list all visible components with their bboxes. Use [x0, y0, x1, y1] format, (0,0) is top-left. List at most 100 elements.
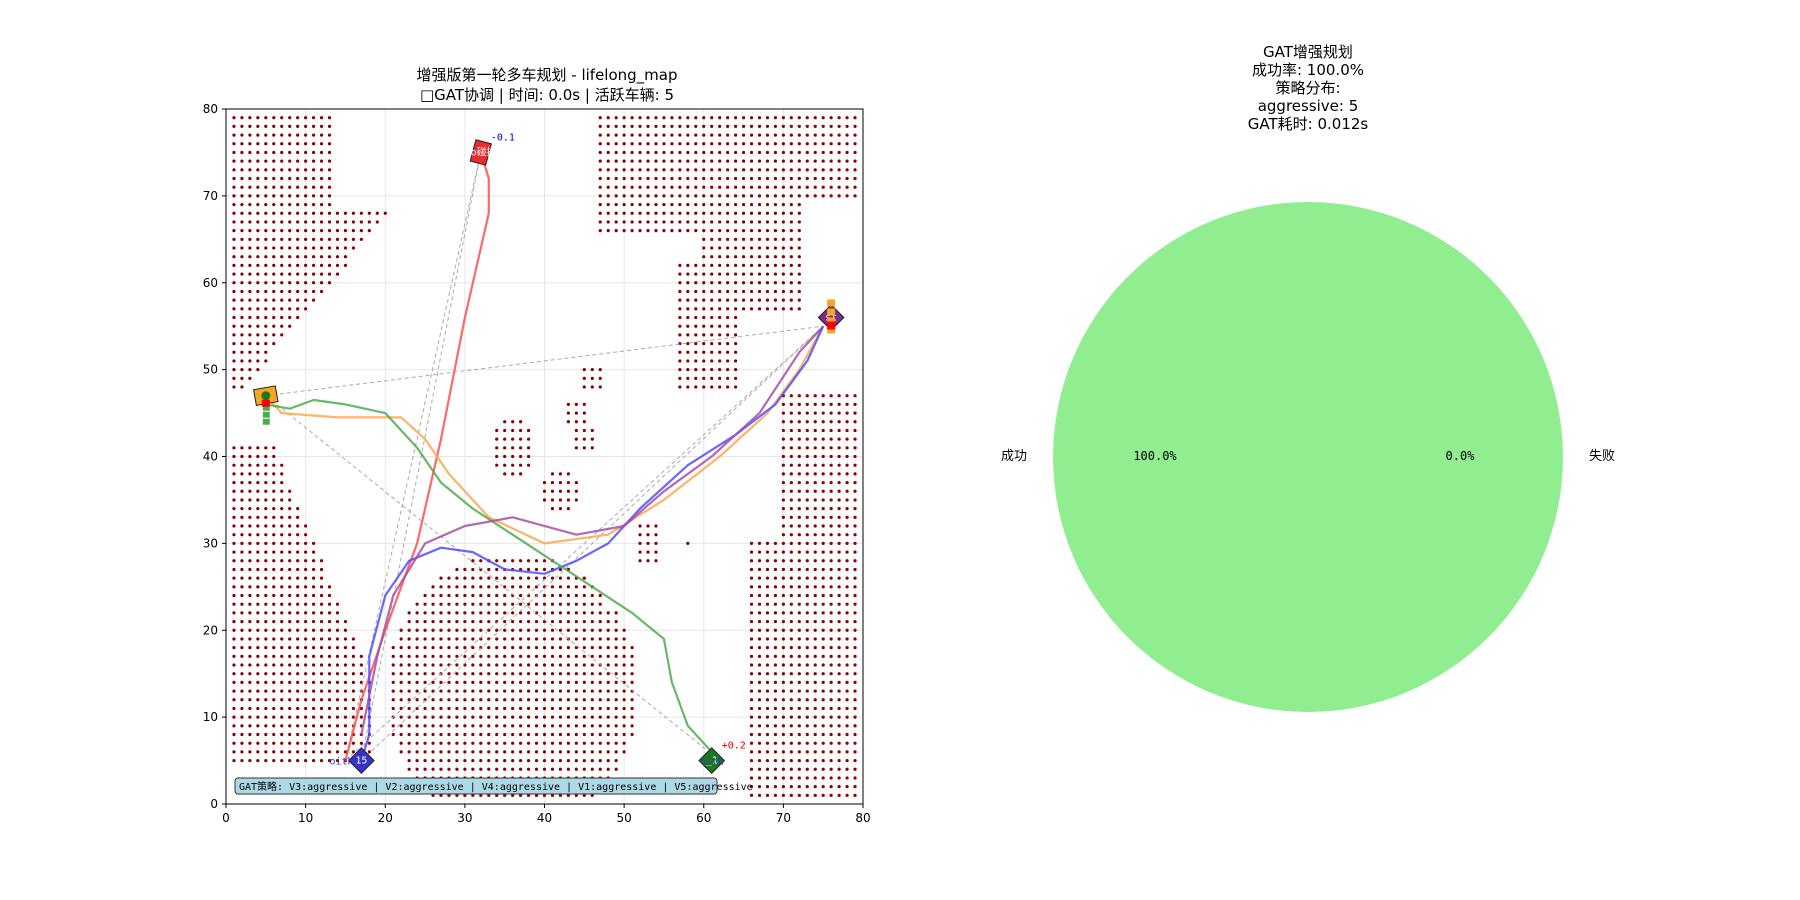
obstacle-dot: [439, 611, 443, 615]
obstacle-dot: [558, 628, 563, 632]
obstacle-dot: [702, 385, 706, 389]
obstacle-dot: [566, 593, 570, 598]
obstacle-dot: [797, 133, 801, 137]
obstacle-dot: [630, 159, 634, 163]
obstacle-dot: [447, 672, 451, 676]
obstacle-dot: [534, 646, 539, 650]
obstacle-dot: [399, 637, 403, 641]
obstacle-dot: [558, 680, 563, 684]
obstacle-dot: [319, 732, 324, 737]
obstacle-dot: [805, 437, 809, 441]
obstacle-dot: [781, 437, 785, 441]
obstacle-dot: [837, 611, 841, 615]
obstacle-dot: [272, 750, 276, 754]
obstacle-dot: [296, 576, 300, 580]
obstacle-dot: [542, 741, 547, 745]
obstacle-dot: [327, 133, 332, 137]
obstacle-dot: [415, 732, 419, 737]
obstacle-dot: [646, 559, 650, 563]
obstacle-dot: [678, 185, 682, 189]
obstacle-dot: [383, 211, 387, 215]
obstacle-dot: [837, 750, 841, 754]
obstacle-dot: [248, 341, 252, 346]
obstacle-dot: [296, 654, 300, 658]
obstacle-dot: [686, 368, 690, 372]
obstacle-dot: [606, 211, 610, 215]
obstacle-dot: [351, 220, 355, 224]
obstacle-dot: [598, 732, 602, 737]
obstacle-dot: [503, 559, 507, 563]
obstacle-dot: [598, 211, 602, 215]
obstacle-dot: [304, 689, 308, 693]
obstacle-dot: [423, 698, 427, 702]
obstacle-dot: [773, 168, 778, 172]
obstacle-dot: [582, 646, 586, 650]
obstacle-dot: [726, 124, 730, 128]
obstacle-dot: [821, 646, 825, 650]
obstacle-dot: [757, 767, 762, 771]
obstacle-dot: [415, 758, 419, 763]
obstacle-dot: [805, 767, 809, 771]
obstacle-dot: [622, 133, 626, 137]
obstacle-dot: [741, 255, 746, 259]
obstacle-dot: [256, 289, 260, 294]
obstacle-dot: [630, 142, 634, 146]
obstacle-dot: [296, 689, 300, 693]
obstacle-dot: [550, 619, 555, 624]
obstacle-dot: [487, 793, 491, 797]
obstacle-dot: [805, 628, 809, 632]
obstacle-dot: [741, 168, 746, 172]
obstacle-dot: [327, 628, 332, 632]
obstacle-dot: [248, 515, 252, 519]
obstacle-dot: [829, 533, 833, 537]
obstacle-dot: [272, 480, 276, 485]
obstacle-dot: [765, 776, 770, 780]
obstacle-dot: [550, 472, 555, 476]
obstacle-dot: [718, 229, 722, 233]
obstacle-dot: [534, 750, 539, 754]
obstacle-dot: [248, 463, 252, 467]
obstacle-dot: [837, 428, 841, 433]
obstacle-dot: [606, 124, 610, 128]
obstacle-dot: [797, 281, 801, 285]
obstacle-dot: [248, 628, 252, 632]
obstacle-dot: [718, 211, 722, 215]
obstacle-dot: [845, 402, 849, 406]
obstacle-dot: [702, 289, 706, 294]
obstacle-dot: [550, 672, 555, 676]
obstacle-dot: [702, 281, 706, 285]
obstacle-dot: [789, 420, 793, 424]
obstacle-dot: [805, 750, 809, 754]
obstacle-dot: [757, 263, 762, 267]
obstacle-dot: [280, 281, 284, 285]
obstacle-dot: [853, 741, 857, 745]
obstacle-dot: [574, 654, 578, 658]
obstacle-dot: [232, 533, 236, 537]
obstacle-dot: [264, 498, 268, 502]
obstacle-dot: [630, 176, 634, 181]
obstacle-dot: [662, 168, 666, 172]
obstacle-dot: [765, 176, 770, 181]
obstacle-dot: [479, 593, 483, 598]
obstacle-dot: [264, 229, 268, 233]
obstacle-dot: [232, 758, 236, 763]
obstacle-dot: [423, 672, 427, 676]
obstacle-dot: [232, 480, 236, 485]
obstacle-dot: [789, 411, 793, 415]
obstacle-dot: [702, 350, 706, 354]
obstacle-dot: [773, 706, 778, 711]
obstacle-dot: [311, 202, 316, 207]
obstacle-dot: [773, 646, 778, 650]
obstacle-dot: [630, 185, 634, 189]
y-tick-label: 80: [203, 102, 218, 116]
obstacle-dot: [837, 715, 841, 719]
obstacle-dot: [550, 724, 555, 728]
obstacle-dot: [511, 646, 515, 650]
obstacle-dot: [519, 602, 523, 606]
obstacle-dot: [471, 750, 475, 754]
obstacle-dot: [431, 585, 435, 589]
obstacle-dot: [407, 619, 411, 624]
obstacle-dot: [582, 637, 586, 641]
obstacle-dot: [837, 689, 841, 693]
obstacle-dot: [240, 541, 244, 545]
